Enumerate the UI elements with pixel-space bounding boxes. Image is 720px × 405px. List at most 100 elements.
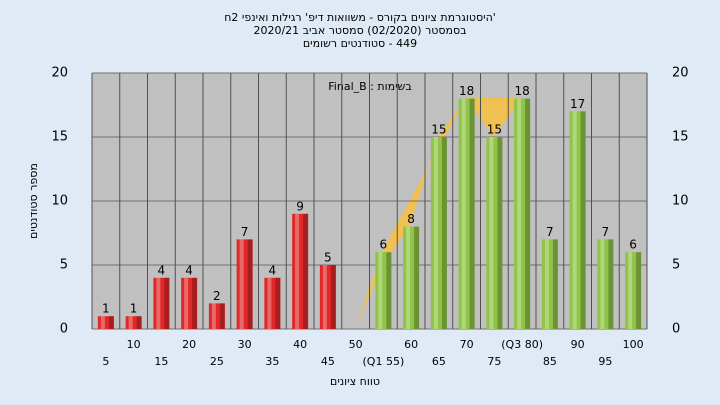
x-tick-label: 50	[349, 338, 363, 351]
bar-shade	[608, 239, 614, 329]
x-tick-label: 20	[182, 338, 196, 351]
x-tick-label: 5	[102, 355, 109, 368]
value-label: 1	[130, 302, 138, 316]
bar-highlight	[461, 98, 466, 329]
bar-highlight	[295, 213, 300, 329]
bar-shade	[219, 303, 225, 329]
x-tick-label: 45	[321, 355, 335, 368]
bar	[208, 303, 225, 329]
bar-shade	[303, 213, 309, 329]
value-label: 15	[487, 123, 502, 137]
bar-shade	[108, 316, 114, 329]
bar	[292, 213, 309, 329]
x-tick-label: 95	[598, 355, 612, 368]
value-label: 18	[514, 84, 529, 98]
bar-shade	[164, 277, 170, 329]
bar	[153, 277, 170, 329]
x-tick-label: 75	[487, 355, 501, 368]
bar	[430, 137, 447, 329]
x-tick-label: 40	[293, 338, 307, 351]
bar	[514, 98, 531, 329]
y-tick-label: 15	[51, 130, 68, 145]
bar-highlight	[600, 239, 605, 329]
bar	[597, 239, 614, 329]
y-tick-label: 5	[672, 258, 680, 273]
y-tick-label: 10	[51, 194, 68, 209]
bar	[486, 137, 503, 329]
bar-highlight	[100, 316, 105, 329]
bar	[403, 226, 420, 329]
bar	[97, 316, 114, 329]
bar-shade	[136, 316, 142, 329]
bar	[375, 252, 392, 329]
bar-shade	[469, 98, 475, 329]
bar	[236, 239, 253, 329]
x-tick-label: 60	[404, 338, 418, 351]
bar-highlight	[406, 226, 411, 329]
value-label: 6	[380, 238, 388, 252]
value-label: 4	[269, 263, 277, 277]
y-axis-label: מספר סטודנטים	[27, 163, 40, 239]
bar-highlight	[378, 252, 383, 329]
bar	[625, 252, 642, 329]
y-tick-label: 20	[51, 66, 68, 81]
x-tick-label: 65	[432, 355, 446, 368]
bar-highlight	[128, 316, 133, 329]
value-label: 8	[407, 212, 415, 226]
bar-shade	[497, 137, 503, 329]
value-label: 5	[324, 251, 332, 265]
bar-highlight	[156, 277, 161, 329]
bar-highlight	[489, 137, 494, 329]
x-tick-label: 90	[571, 338, 585, 351]
value-label: 7	[546, 225, 554, 239]
bar-highlight	[544, 239, 549, 329]
x-tick-label: 25	[210, 355, 224, 368]
value-label: 18	[459, 84, 474, 98]
bar-highlight	[517, 98, 522, 329]
value-label: 6	[629, 238, 637, 252]
bar-highlight	[322, 265, 327, 329]
x-tick-label: 15	[154, 355, 168, 368]
bar-shade	[192, 277, 198, 329]
x-tick-label: 10	[127, 338, 141, 351]
bar-highlight	[572, 111, 577, 330]
x-tick-label: (Q3 80)	[501, 338, 543, 351]
x-tick-label: 70	[460, 338, 474, 351]
bar-shade	[580, 111, 586, 330]
bar-highlight	[211, 303, 216, 329]
bar-shade	[247, 239, 253, 329]
bar-highlight	[239, 239, 244, 329]
value-label: 7	[241, 225, 249, 239]
x-tick-label: 30	[238, 338, 252, 351]
x-tick-label: 35	[265, 355, 279, 368]
bar-highlight	[628, 252, 633, 329]
value-label: 17	[570, 97, 585, 111]
chart-title: 'היסטוגרמת ציונים בקורס - משוואות דיפ' ר…	[224, 11, 496, 24]
bar	[458, 98, 475, 329]
bar	[569, 111, 586, 330]
x-tick-label: 100	[623, 338, 644, 351]
value-label: 4	[158, 263, 166, 277]
bar-shade	[525, 98, 531, 329]
chart-subtitle: בסמסטר (02/2020) סמסטר אביב 2020/21	[253, 24, 466, 37]
y-tick-label: 0	[60, 322, 68, 337]
bar-shade	[441, 137, 447, 329]
bar-highlight	[433, 137, 438, 329]
bar-shade	[275, 277, 281, 329]
x-axis-label: טווח ציונים	[330, 375, 380, 388]
bar-highlight	[184, 277, 189, 329]
y-tick-label: 15	[672, 130, 689, 145]
bar	[319, 265, 336, 329]
y-tick-label: 5	[60, 258, 68, 273]
x-tick-label: 85	[543, 355, 557, 368]
value-label: 7	[602, 225, 610, 239]
bar-shade	[330, 265, 336, 329]
value-label: 15	[431, 123, 446, 137]
bar-shade	[414, 226, 420, 329]
bar-shade	[636, 252, 642, 329]
bar	[541, 239, 558, 329]
y-tick-label: 20	[672, 66, 689, 81]
bar	[125, 316, 142, 329]
value-label: 4	[185, 263, 193, 277]
